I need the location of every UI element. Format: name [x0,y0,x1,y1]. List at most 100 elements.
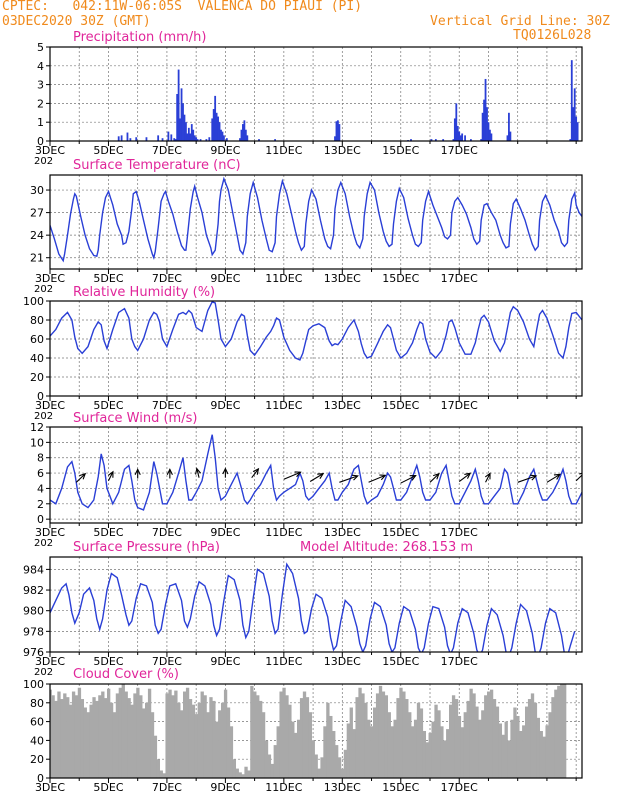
y-tick-label: 80 [30,697,44,710]
y-tick-label: 100 [23,678,44,691]
cloud-bar [60,699,64,778]
cloud-bar [124,691,128,778]
cloud-bar [226,707,231,778]
y-tick-label: 30 [30,184,44,197]
cloud-bar [185,687,190,778]
y-tick-label: 10 [30,436,44,449]
x-tick-label: 7DEC [152,144,182,157]
cloud-bar [104,698,108,778]
cloud-bar [74,695,79,778]
y-tick-label: 4 [37,482,44,495]
cloud-bar [428,732,432,778]
y-tick-label: 4 [37,60,44,73]
wind-arrow-head [252,467,260,475]
precip-bar [190,124,193,141]
precip-bar [470,139,472,141]
cloud-bar [250,685,254,778]
cloud-bar [92,697,96,778]
x-tick-label: 11DEC [265,655,302,668]
cloud-bar [478,719,482,778]
cloud-bar [297,719,301,778]
cloud-bar [375,693,380,778]
cloud-bar [244,766,248,778]
y-tick-label: 0 [37,772,44,785]
precip-bar [135,137,138,141]
cloud-bar [71,691,76,778]
wind-arrow-head [166,468,173,475]
cloud-bar [194,714,199,778]
cloud-bar [218,710,222,778]
x-tick-label: 3DEC [35,399,65,412]
cloud-bar [416,702,421,778]
precip-bar [174,139,177,141]
cloud-bar [314,754,318,778]
x-tick-label: 3DEC [35,655,65,668]
cloud-bar [89,704,93,778]
cloud-bar [489,689,494,778]
precip-bar [456,125,459,141]
precip-bar [335,121,338,141]
wind-arrow [429,473,440,483]
cloud-bar [273,745,277,778]
cloud-bar [279,691,283,778]
x-tick-label: 13DEC [324,272,361,285]
x-sub-label: 202 [34,156,53,167]
y-tick-label: 40 [30,352,44,365]
y-tick-label: 982 [23,584,44,597]
precip-bar [192,129,195,141]
x-tick-label: 13DEC [324,144,361,157]
precip-bar [199,139,202,141]
y-tick-label: 978 [23,625,44,638]
precip-bar [126,132,129,141]
cloud-bar [98,695,102,778]
x-tick-label: 5DEC [93,781,123,794]
cloud-bar [215,721,219,778]
precip-bar [186,133,189,141]
cloud-bar [364,702,368,778]
cloud-bar [229,726,234,778]
cloud-bar [495,706,500,778]
cloud-bar [551,697,555,778]
precip-bar [274,139,276,141]
precip-bar [240,129,243,141]
x-tick-label: 17DEC [441,655,478,668]
cloud-bar [127,698,131,778]
precip-bar [573,88,576,141]
series-line [50,301,582,361]
cloud-bar [513,707,517,778]
precip-bar [575,116,578,141]
panel-rh: Relative Humidity (%) 0 20 40 60 80 100 3DEC 5DE… [23,285,583,422]
cloud-bar [270,763,275,778]
cloud-bar [539,731,543,778]
y-tick-label: 6 [37,467,44,480]
cloud-bar [519,731,523,778]
x-tick-label: 9DEC [210,655,240,668]
precip-bar [572,107,575,141]
x-tick-label: 17DEC [441,144,478,157]
wind-arrow-head [433,472,440,480]
cloud-bar [285,695,289,778]
cloud-bar [522,725,526,778]
precip-bar [430,139,433,141]
precip-bar [170,134,173,141]
cloud-bar [525,706,529,778]
x-tick-label: 9DEC [210,526,240,539]
x-tick-label: 3DEC [35,272,65,285]
cloud-bar [349,707,353,778]
y-tick-label: 0 [37,135,44,148]
cloud-bar [352,729,356,778]
x-tick-label: 11DEC [265,526,302,539]
precip-bar [187,127,190,141]
cloud-bar [370,726,374,778]
wind-arrow [75,473,86,483]
precip-bar [464,135,466,141]
cloud-bar [501,734,505,778]
cloud-bar [235,768,239,778]
cloud-bar [247,770,251,778]
x-tick-label: 5DEC [93,144,123,157]
precip-bar [453,118,456,141]
model-code: TQ0126L028 [513,28,592,43]
cloud-bar [516,715,520,778]
precip-bar [176,94,179,141]
cloud-bar [54,700,58,778]
